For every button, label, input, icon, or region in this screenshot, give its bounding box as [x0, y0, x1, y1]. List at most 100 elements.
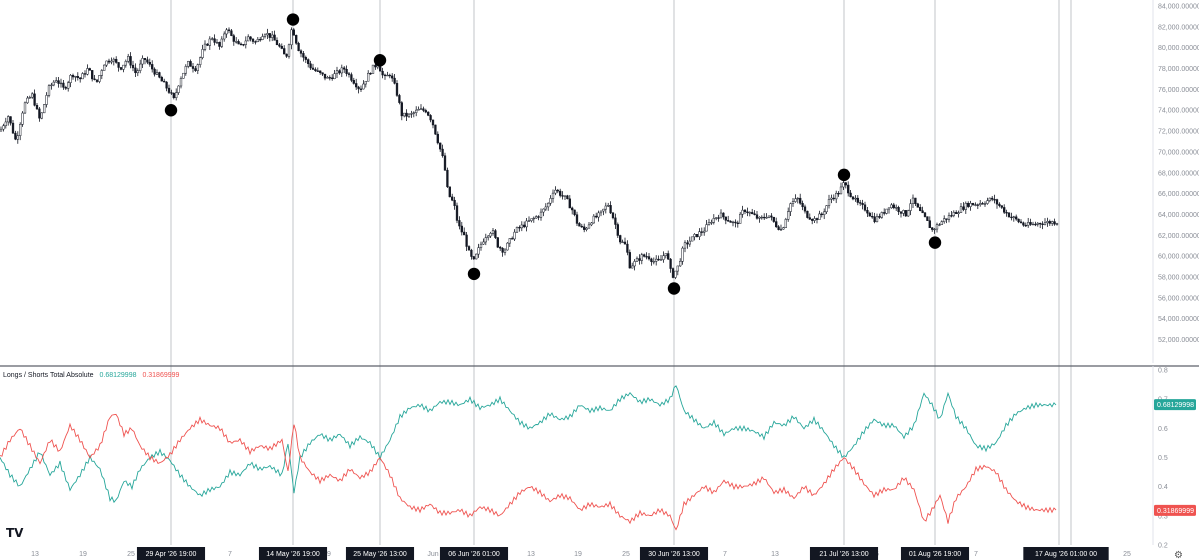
candle [813, 216, 816, 223]
candle [441, 144, 444, 158]
candle [595, 212, 598, 219]
candle [338, 69, 341, 75]
candle [835, 190, 838, 204]
candle [1051, 220, 1054, 227]
candle [789, 202, 792, 216]
candle [508, 238, 511, 247]
candle [523, 221, 526, 229]
date-axis[interactable]: 131925719Jun1319257132572529 Apr '26 19:… [31, 547, 1131, 560]
candle [455, 202, 459, 224]
price-tick-label: 80,000.000000 [1158, 45, 1199, 52]
candle [11, 119, 15, 134]
candle [940, 220, 943, 226]
candle [626, 240, 629, 256]
candle [854, 195, 857, 202]
candle [64, 85, 67, 91]
svg-text:30 Jun '26 13:00: 30 Jun '26 13:00 [648, 551, 700, 558]
date-tick-label: 25 [1123, 551, 1131, 558]
candle [885, 208, 888, 215]
candle [290, 27, 293, 50]
candle [695, 234, 699, 238]
candle [604, 202, 607, 214]
candle [1043, 218, 1047, 226]
candle [446, 167, 449, 188]
candle [431, 119, 435, 129]
candle [763, 213, 766, 221]
candle [868, 211, 871, 217]
candle [439, 142, 442, 152]
candle [1031, 221, 1035, 226]
candle [184, 64, 187, 76]
candle [883, 208, 886, 216]
candle [991, 196, 994, 202]
price-pane[interactable]: 84,000.000000 82,000.000000 80,000.000000 7… [0, 0, 1199, 545]
candle [299, 49, 303, 58]
candle [158, 71, 161, 79]
candle [311, 63, 315, 70]
candle [1046, 217, 1049, 227]
candle [148, 58, 151, 67]
ratio-axis[interactable]: 0.80.70.60.50.40.30.2 [1152, 366, 1168, 550]
candle [537, 215, 540, 221]
candle [463, 227, 466, 236]
candle [146, 56, 149, 65]
candle [981, 201, 984, 205]
settings-gear-icon[interactable]: ⚙ [1174, 550, 1183, 560]
candle [395, 80, 399, 97]
candle [969, 200, 972, 211]
candle [614, 213, 617, 230]
candle [496, 237, 499, 249]
candle [655, 255, 658, 266]
candle [731, 220, 735, 227]
candle [331, 74, 334, 81]
candle [458, 216, 461, 230]
candle [453, 196, 456, 210]
candle [976, 203, 979, 210]
candle [554, 186, 557, 196]
candle [225, 28, 228, 38]
candle [518, 225, 521, 232]
candle [861, 199, 864, 210]
candle [326, 75, 329, 79]
candle [328, 75, 331, 81]
price-candles [0, 27, 1059, 280]
candle [748, 211, 751, 217]
candle [722, 212, 725, 220]
candle [1005, 209, 1008, 217]
candle [727, 215, 730, 222]
candle [1055, 222, 1059, 226]
indicator-pane[interactable]: Longs / Shorts Total Absolute 0.68129998… [0, 366, 1196, 550]
candle [995, 198, 999, 209]
candle [971, 202, 975, 206]
candle [628, 249, 631, 269]
candle [950, 210, 953, 218]
candle [645, 252, 648, 260]
candle [297, 41, 300, 52]
candle [268, 33, 271, 42]
tradingview-logo[interactable]: TV [6, 526, 24, 540]
candle [359, 85, 363, 92]
candle [686, 239, 689, 249]
candle [611, 211, 615, 220]
candle [935, 222, 939, 233]
candle [590, 221, 593, 227]
candle [899, 211, 903, 218]
candle [875, 213, 879, 223]
candle [247, 34, 250, 42]
candle [19, 122, 22, 141]
indicator-title[interactable]: Longs / Shorts Total Absolute 0.68129998… [3, 372, 180, 379]
candle [815, 217, 819, 224]
candle [218, 41, 221, 50]
price-axis[interactable]: 84,000.000000 82,000.000000 80,000.000000 7… [1152, 0, 1199, 363]
candle [779, 224, 783, 232]
candle [592, 214, 595, 224]
candle [163, 78, 166, 83]
longs-value-badge: 0.68129998 [1154, 399, 1196, 411]
candle [547, 202, 550, 211]
candle [115, 56, 118, 64]
candle [1039, 222, 1042, 229]
candle [916, 202, 919, 208]
svg-text:0.68129998: 0.68129998 [1157, 402, 1194, 409]
candle [688, 236, 691, 247]
